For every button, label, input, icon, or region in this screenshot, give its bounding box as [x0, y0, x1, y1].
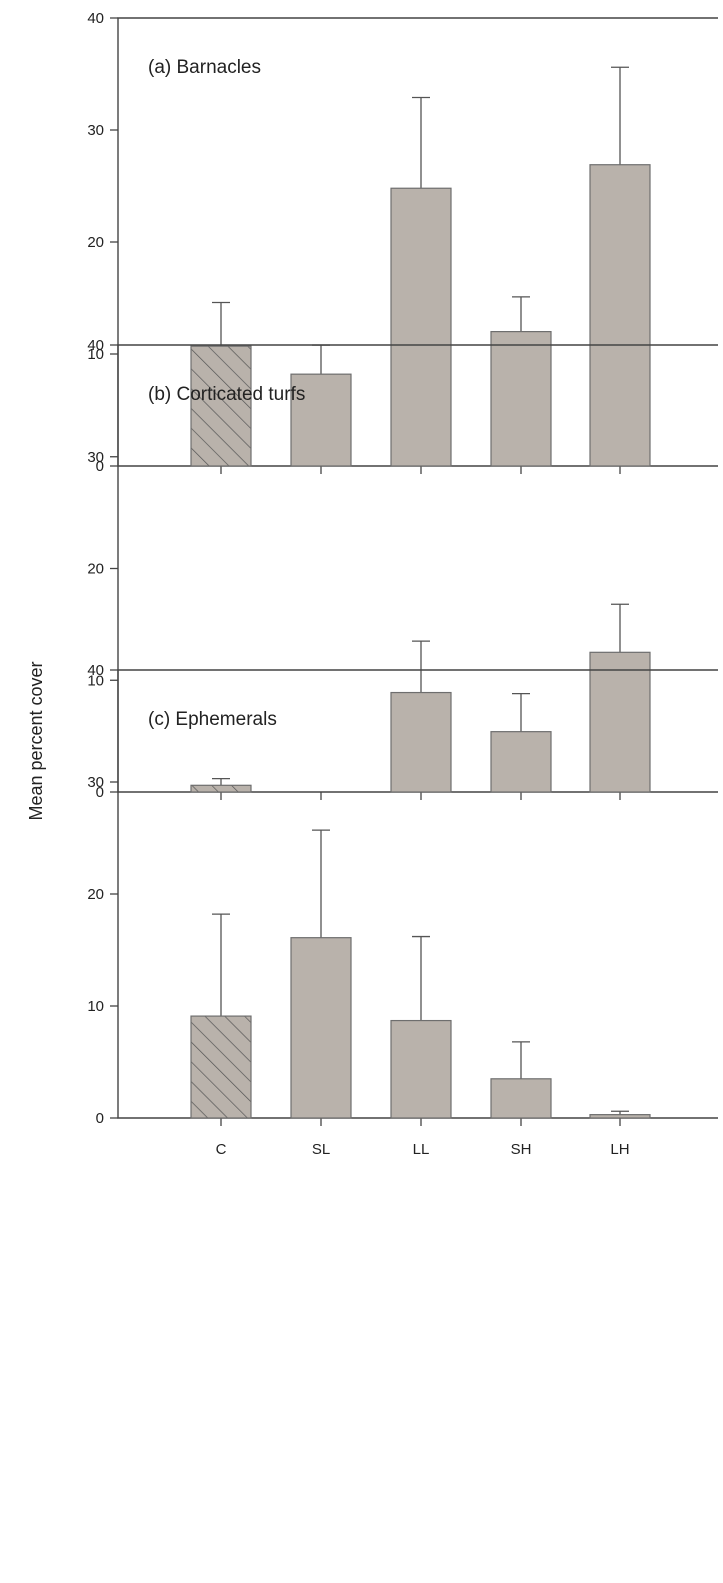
bar-C	[190, 784, 252, 793]
y-tick-label: 20	[87, 234, 104, 251]
bar-LH	[589, 164, 651, 467]
y-tick-label: 40	[87, 662, 104, 679]
y-tick-label: 40	[87, 337, 104, 354]
bar-SL	[290, 373, 352, 467]
y-tick-label: 10	[87, 672, 104, 689]
y-tick-label: 30	[87, 774, 104, 791]
bar-SH	[490, 731, 552, 793]
y-tick-label: 0	[96, 458, 104, 475]
y-tick-label: 30	[87, 122, 104, 139]
x-tick-label-SH: SH	[511, 1141, 532, 1158]
bar-LL	[390, 691, 452, 793]
panel-2: 0 10 20 30 40 (b) Corticated turfs	[87, 337, 718, 801]
bar-LL	[390, 187, 452, 467]
panels: 0 10 20 30 40 (a) Barnacles 0 10 20 30 40 (b) Corti…	[87, 10, 718, 1127]
panel-label: (a) Barnacles	[148, 57, 261, 78]
y-tick-label: 30	[87, 449, 104, 466]
y-tick-label: 20	[87, 886, 104, 903]
y-tick-label: 10	[87, 998, 104, 1015]
bar-C	[190, 1015, 252, 1119]
panel-label: (c) Ephemerals	[148, 709, 277, 730]
bar-LH	[589, 1114, 651, 1119]
x-tick-labels: C SL LL SH LH	[216, 1141, 630, 1158]
y-tick-label: 0	[96, 1110, 104, 1127]
bar-C	[190, 345, 252, 467]
bar-SH	[490, 1078, 552, 1119]
y-tick-label: 10	[87, 346, 104, 363]
bar-LH	[589, 651, 651, 793]
panel-label: (b) Corticated turfs	[148, 384, 305, 405]
x-tick-label-SL: SL	[312, 1141, 330, 1158]
panel-1: 0 10 20 30 40 (a) Barnacles	[87, 10, 718, 475]
panel-3: 0 10 20 30 40 (c) Ephemerals	[87, 662, 718, 1127]
bar-SL	[290, 937, 352, 1119]
x-tick-label-LH: LH	[610, 1141, 629, 1158]
y-tick-label: 20	[87, 561, 104, 578]
x-tick-label-C: C	[216, 1141, 227, 1158]
y-tick-label: 0	[96, 784, 104, 801]
bar-SH	[490, 331, 552, 467]
x-tick-label-LL: LL	[413, 1141, 430, 1158]
y-axis-title: Mean percent cover	[26, 661, 46, 820]
bar-LL	[390, 1019, 452, 1119]
y-tick-label: 40	[87, 10, 104, 27]
